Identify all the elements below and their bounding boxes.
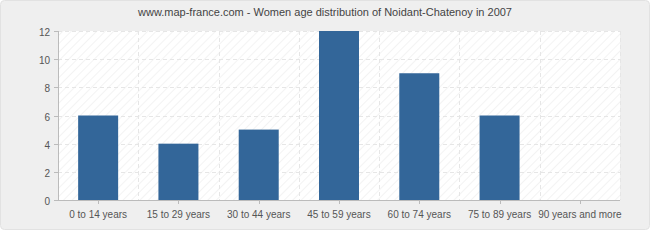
y-tick-label: 10 <box>39 55 51 66</box>
y-tick-label: 0 <box>44 196 50 207</box>
y-tick <box>54 172 58 173</box>
grid-line-vertical <box>620 31 621 200</box>
x-tick-label: 60 to 74 years <box>388 209 451 220</box>
x-tick <box>178 200 179 204</box>
grid-line-vertical <box>58 31 59 200</box>
y-tick-label: 6 <box>44 112 50 123</box>
grid-line-vertical <box>219 31 220 200</box>
bars <box>78 31 519 200</box>
bar <box>560 200 600 201</box>
y-tick-label: 8 <box>44 83 50 94</box>
x-tick-label: 75 to 89 years <box>468 209 531 220</box>
x-tick-label: 0 to 14 years <box>69 209 127 220</box>
y-tick <box>54 87 58 88</box>
grid-line-vertical <box>459 31 460 200</box>
bar <box>78 116 118 201</box>
plot-area <box>58 31 620 200</box>
title: www.map-france.com - Women age distribut… <box>137 6 512 18</box>
x-tick <box>339 200 340 204</box>
bar <box>480 116 520 201</box>
y-tick <box>54 59 58 60</box>
bar <box>239 130 279 200</box>
y-tick <box>54 116 58 117</box>
y-tick <box>54 200 58 201</box>
grid-line-vertical <box>540 31 541 200</box>
y-tick <box>54 31 58 32</box>
y-tick-label: 4 <box>44 140 50 151</box>
chart: www.map-france.com - Women age distribut… <box>0 0 650 230</box>
x-tick <box>259 200 260 204</box>
y-axis <box>58 31 59 200</box>
y-tick-label: 2 <box>44 168 50 179</box>
y-tick-label: 12 <box>39 27 51 38</box>
grid-line-vertical <box>379 31 380 200</box>
x-tick <box>98 200 99 204</box>
grid-line-vertical <box>138 31 139 200</box>
grid-line-vertical <box>299 31 300 200</box>
background <box>1 1 650 230</box>
bar <box>399 73 439 200</box>
x-tick-label: 90 years and more <box>538 209 622 220</box>
x-tick-label: 30 to 44 years <box>227 209 290 220</box>
bar <box>158 144 198 200</box>
bar <box>319 31 359 200</box>
x-tick <box>419 200 420 204</box>
x-tick <box>500 200 501 204</box>
x-tick <box>580 200 581 204</box>
x-tick-label: 45 to 59 years <box>307 209 370 220</box>
x-tick-label: 15 to 29 years <box>147 209 210 220</box>
y-tick <box>54 144 58 145</box>
